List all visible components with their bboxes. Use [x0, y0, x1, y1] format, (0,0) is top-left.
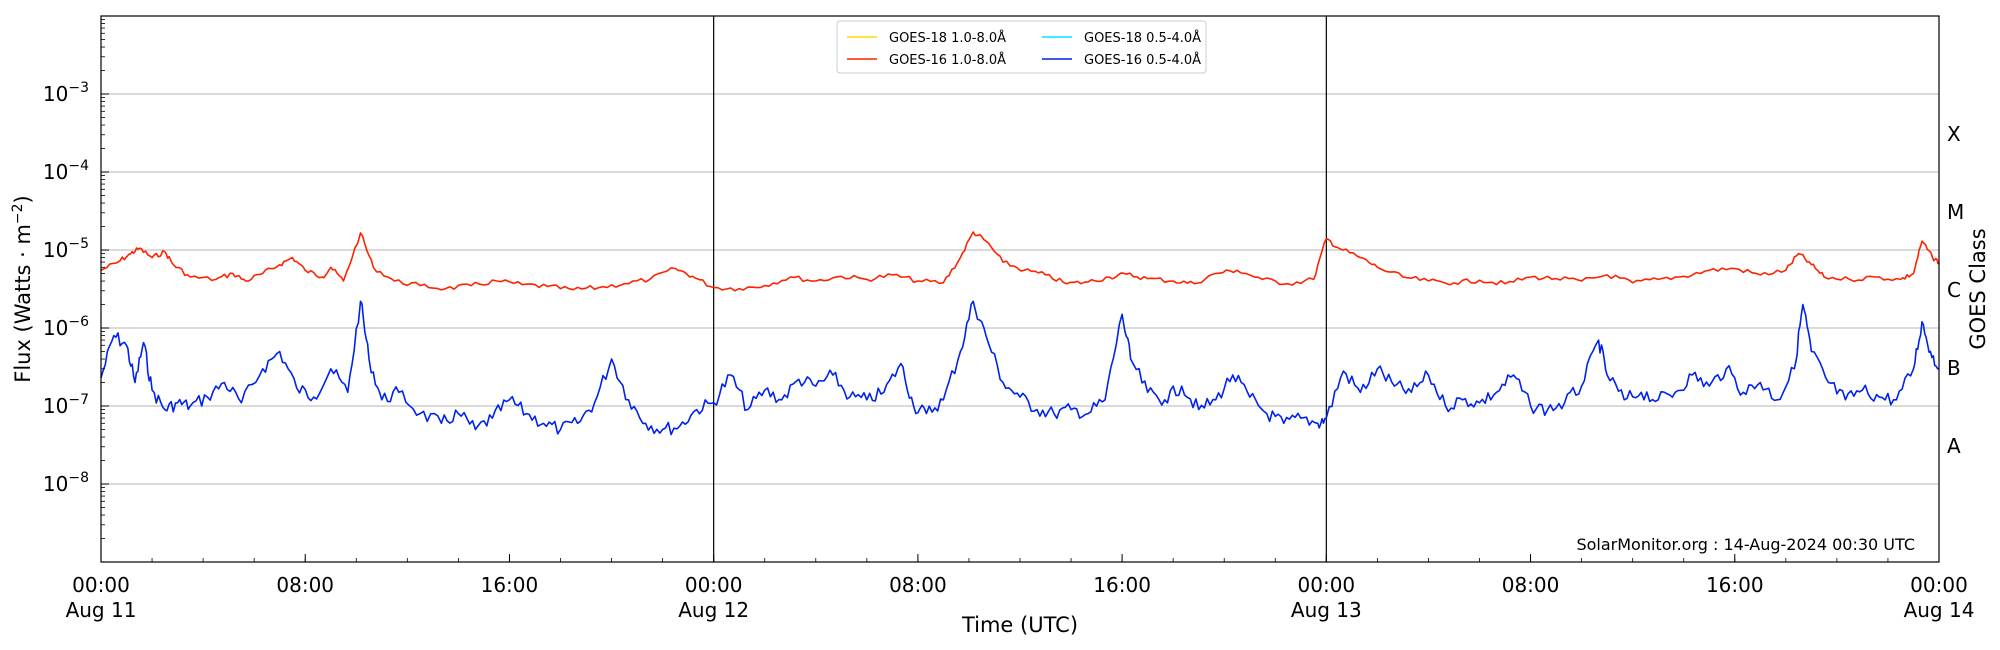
right-axis-label: GOES Class: [1966, 228, 1990, 349]
series-layer: [100, 231, 1940, 436]
goes-class-labels: A B C M X: [1947, 122, 1964, 458]
y-tick-label: 10−3: [43, 80, 89, 106]
series-line-3: [100, 300, 1939, 436]
grid-lines: [101, 93, 1939, 485]
x-tick-label: 08:00: [276, 573, 334, 597]
x-tick-date-label: Aug 12: [678, 598, 749, 622]
x-tick-label: 00:00: [72, 573, 130, 597]
y-tick-label: 10−7: [43, 392, 89, 418]
x-tick-label: 08:00: [1502, 573, 1560, 597]
goes-class-m: M: [1947, 200, 1964, 224]
series-line-1: [100, 231, 1940, 292]
y-axis-label: Flux (Watts · m−2): [10, 195, 35, 383]
x-tick-label: 00:00: [685, 573, 743, 597]
goes-class-x: X: [1947, 122, 1961, 146]
y-tick-label: 10−4: [43, 158, 89, 184]
goes-class-c: C: [1947, 278, 1961, 302]
legend-label: GOES-16 0.5-4.0Å: [1084, 52, 1201, 68]
credit-annotation: SolarMonitor.org : 14-Aug-2024 00:30 UTC: [1576, 535, 1915, 554]
x-tick-label: 00:00: [1298, 573, 1356, 597]
goes-class-a: A: [1947, 434, 1961, 458]
x-axis-label: Time (UTC): [961, 613, 1078, 637]
x-tick-date-label: Aug 14: [1904, 598, 1975, 622]
y-tick-label: 10−8: [43, 470, 89, 496]
y-tick-label: 10−5: [43, 236, 89, 262]
x-tick-label: 16:00: [1706, 573, 1764, 597]
y-tick-label: 10−6: [43, 314, 89, 340]
legend: GOES-18 1.0-8.0Å GOES-16 1.0-8.0Å GOES-18 …: [836, 20, 1207, 74]
legend-box: [836, 20, 1207, 74]
x-tick-label: 08:00: [889, 573, 947, 597]
legend-label: GOES-16 1.0-8.0Å: [889, 52, 1006, 68]
y-axis-ticks: 10−8 10−7 10−6 10−5 10−4 10−3: [43, 19, 109, 539]
x-tick-label: 16:00: [1093, 573, 1151, 597]
x-tick-label: 16:00: [481, 573, 539, 597]
legend-label: GOES-18 1.0-8.0Å: [889, 30, 1006, 46]
x-tick-date-label: Aug 11: [66, 598, 137, 622]
day-boundary-lines: [713, 16, 1327, 562]
x-tick-date-label: Aug 13: [1291, 598, 1362, 622]
x-tick-label: 00:00: [1910, 573, 1968, 597]
goes-class-b: B: [1947, 356, 1961, 380]
legend-label: GOES-18 0.5-4.0Å: [1084, 30, 1201, 46]
